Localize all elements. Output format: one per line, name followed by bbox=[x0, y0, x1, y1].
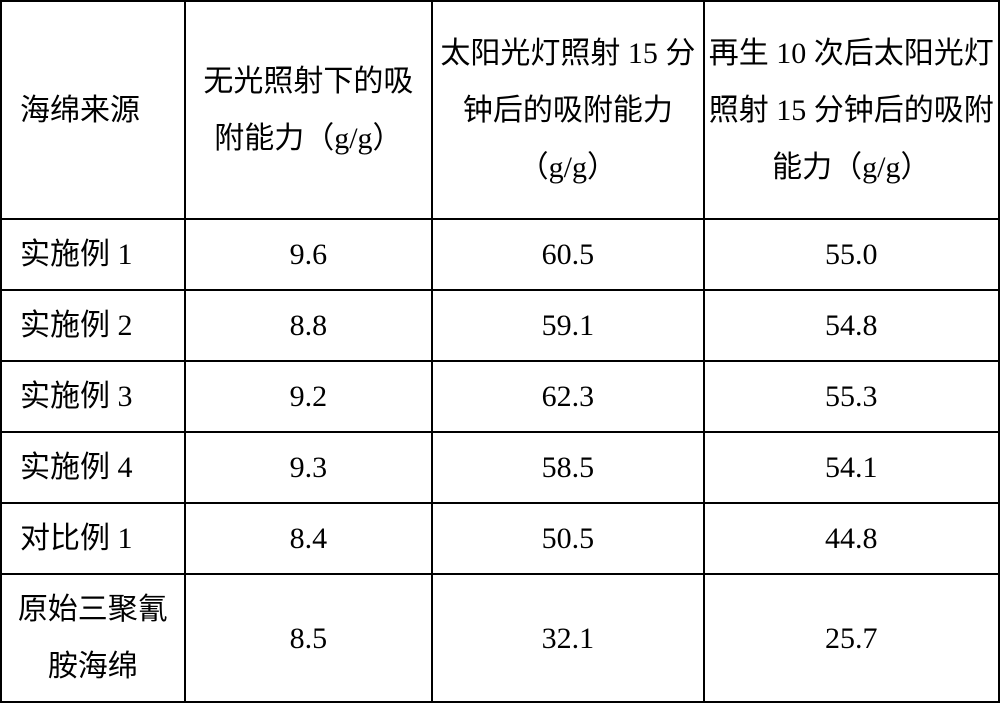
cell-value: 54.1 bbox=[704, 432, 999, 503]
row-label: 对比例 1 bbox=[1, 503, 185, 574]
cell-value: 8.8 bbox=[185, 290, 433, 361]
row-label: 实施例 1 bbox=[1, 219, 185, 290]
cell-value: 8.5 bbox=[185, 574, 433, 702]
cell-value: 44.8 bbox=[704, 503, 999, 574]
cell-value: 54.8 bbox=[704, 290, 999, 361]
cell-value: 32.1 bbox=[432, 574, 703, 702]
col-header-no-light: 无光照射下的吸附能力（g/g） bbox=[185, 1, 433, 219]
row-label: 实施例 4 bbox=[1, 432, 185, 503]
table-row: 实施例 1 9.6 60.5 55.0 bbox=[1, 219, 999, 290]
cell-value: 8.4 bbox=[185, 503, 433, 574]
cell-value: 59.1 bbox=[432, 290, 703, 361]
col-header-sun-15min: 太阳光灯照射 15 分钟后的吸附能力（g/g） bbox=[432, 1, 703, 219]
table-row: 实施例 4 9.3 58.5 54.1 bbox=[1, 432, 999, 503]
table-row: 实施例 2 8.8 59.1 54.8 bbox=[1, 290, 999, 361]
row-label: 原始三聚氰胺海绵 bbox=[1, 574, 185, 702]
col-header-regen-10x: 再生 10 次后太阳光灯照射 15 分钟后的吸附能力（g/g） bbox=[704, 1, 999, 219]
cell-value: 9.3 bbox=[185, 432, 433, 503]
row-label: 实施例 3 bbox=[1, 361, 185, 432]
cell-value: 55.0 bbox=[704, 219, 999, 290]
cell-value: 58.5 bbox=[432, 432, 703, 503]
cell-value: 60.5 bbox=[432, 219, 703, 290]
cell-value: 9.2 bbox=[185, 361, 433, 432]
table-row: 对比例 1 8.4 50.5 44.8 bbox=[1, 503, 999, 574]
col-header-source: 海绵来源 bbox=[1, 1, 185, 219]
row-label: 实施例 2 bbox=[1, 290, 185, 361]
cell-value: 55.3 bbox=[704, 361, 999, 432]
table-row: 原始三聚氰胺海绵 8.5 32.1 25.7 bbox=[1, 574, 999, 702]
table-header-row: 海绵来源 无光照射下的吸附能力（g/g） 太阳光灯照射 15 分钟后的吸附能力（… bbox=[1, 1, 999, 219]
cell-value: 25.7 bbox=[704, 574, 999, 702]
cell-value: 9.6 bbox=[185, 219, 433, 290]
table-row: 实施例 3 9.2 62.3 55.3 bbox=[1, 361, 999, 432]
table-body: 实施例 1 9.6 60.5 55.0 实施例 2 8.8 59.1 54.8 … bbox=[1, 219, 999, 702]
cell-value: 50.5 bbox=[432, 503, 703, 574]
cell-value: 62.3 bbox=[432, 361, 703, 432]
adsorption-table: 海绵来源 无光照射下的吸附能力（g/g） 太阳光灯照射 15 分钟后的吸附能力（… bbox=[0, 0, 1000, 703]
